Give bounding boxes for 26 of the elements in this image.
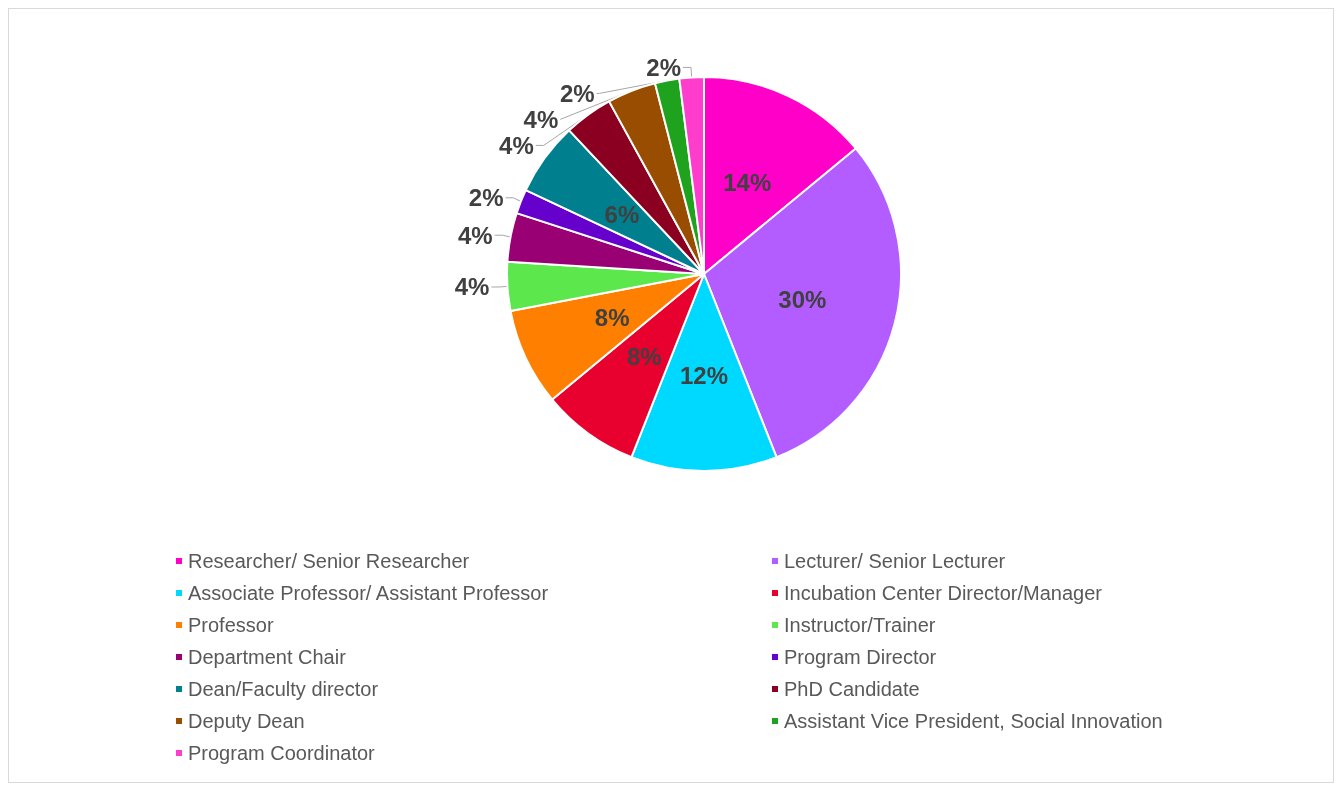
data-label: 2% (468, 184, 504, 212)
data-label: 2% (559, 79, 595, 107)
data-label: 2% (646, 53, 681, 81)
legend-label: Program Coordinator (188, 742, 376, 764)
legend-label: Assistant Vice President, Social Innovation (784, 710, 1163, 732)
data-label: 12% (679, 362, 729, 389)
legend-label: Lecturer/ Senior Lecturer (784, 550, 1006, 572)
legend-label: Deputy Dean (188, 710, 305, 732)
data-label: 14% (723, 168, 772, 196)
legend-label: Program Director (784, 646, 937, 668)
legend-label: Instructor/Trainer (784, 614, 936, 636)
legend-label: Incubation Center Director/Manager (784, 582, 1103, 604)
legend-label: PhD Candidate (784, 678, 920, 700)
legend-label: Professor (188, 614, 274, 636)
data-label: 8% (594, 303, 630, 331)
legend-label: Department Chair (188, 646, 347, 668)
data-label: 4% (454, 273, 490, 301)
legend-label: Dean/Faculty director (188, 678, 379, 700)
legend-label: Researcher/ Senior Researcher (188, 550, 470, 572)
data-label: 8% (627, 342, 662, 370)
data-label: 4% (457, 221, 493, 249)
data-label: 4% (523, 105, 559, 133)
data-label: 6% (604, 200, 640, 228)
data-label: 30% (778, 285, 827, 313)
data-label: 4% (499, 131, 534, 159)
legend-label: Associate Professor/ Assistant Professor (188, 582, 549, 604)
